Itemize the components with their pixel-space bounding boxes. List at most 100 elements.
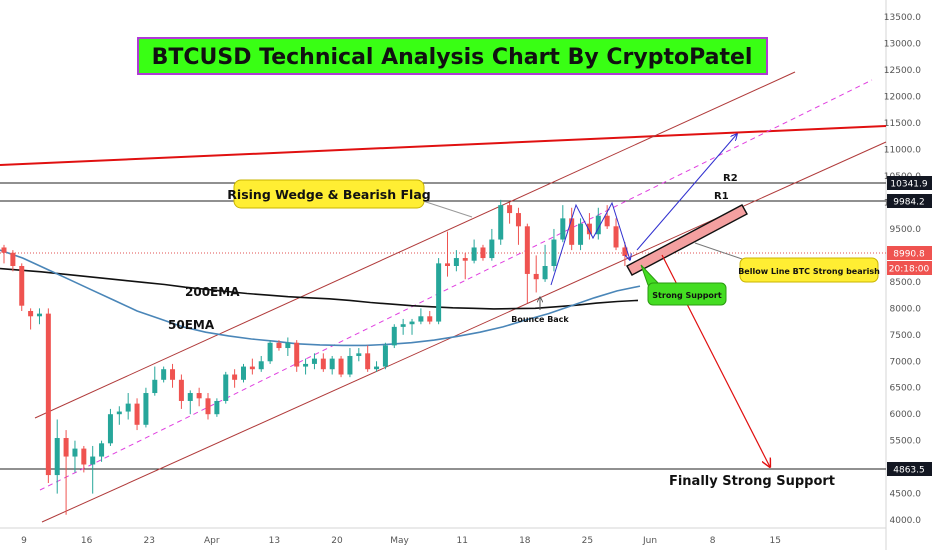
candle[interactable] (524, 223, 530, 304)
candle[interactable] (400, 318, 406, 335)
candle[interactable] (223, 371, 229, 404)
candle[interactable] (187, 390, 193, 415)
candle-body (409, 321, 415, 325)
candle[interactable] (45, 308, 51, 484)
candle[interactable] (507, 202, 513, 224)
candle[interactable] (586, 213, 592, 240)
candle[interactable] (19, 263, 25, 311)
candle[interactable] (320, 353, 326, 372)
candle[interactable] (498, 199, 504, 245)
candle[interactable] (125, 393, 131, 420)
candle[interactable] (152, 366, 158, 396)
candle[interactable] (143, 387, 149, 428)
candle[interactable] (81, 445, 87, 473)
candle[interactable] (462, 252, 468, 280)
candle-body (10, 252, 16, 266)
price-tick-label: 5500.0 (890, 437, 922, 447)
channel-mid-line[interactable] (39, 79, 873, 491)
candle[interactable] (338, 355, 344, 378)
r2-label: R2 (723, 173, 738, 184)
candle-body (205, 398, 211, 415)
time-tick-label: 23 (143, 536, 154, 546)
candle[interactable] (196, 387, 202, 407)
candle[interactable] (391, 324, 397, 349)
bearish-callout: Bellow Line BTC Strong bearish (694, 242, 880, 283)
horizontal-levels (0, 182, 886, 470)
candle-body (240, 366, 246, 380)
candle[interactable] (445, 231, 450, 277)
candle[interactable] (471, 239, 477, 264)
candle[interactable] (595, 207, 601, 240)
candle[interactable] (294, 340, 300, 372)
candle[interactable] (36, 308, 42, 325)
channel-upper-line[interactable] (34, 71, 796, 419)
candle[interactable] (258, 355, 264, 372)
candle[interactable] (427, 310, 433, 325)
candle[interactable] (515, 207, 521, 245)
candle[interactable] (28, 308, 34, 330)
candle[interactable] (249, 358, 255, 375)
candle[interactable] (116, 406, 122, 425)
price-tag-background (887, 246, 932, 260)
time-axis[interactable]: 9 16 23 Apr 13 20 May 11 18 25 Jun 8 15 (21, 536, 781, 546)
candle[interactable] (480, 244, 486, 261)
candle[interactable] (276, 340, 282, 351)
price-tag-label: 10341.9 (890, 180, 927, 190)
candle[interactable] (347, 348, 353, 378)
time-tick-label: 20 (331, 536, 343, 546)
long-resistance-line[interactable] (0, 125, 887, 166)
candle[interactable] (453, 250, 459, 272)
candle[interactable] (578, 218, 584, 251)
candle[interactable] (161, 366, 167, 383)
candle[interactable] (10, 250, 16, 272)
breakdown-line-highlight[interactable] (626, 204, 748, 276)
candle[interactable] (178, 374, 184, 409)
candle[interactable] (418, 308, 424, 325)
candle[interactable] (170, 363, 176, 388)
candle[interactable] (569, 207, 575, 251)
strong-support-label: Strong Support (652, 291, 722, 300)
candle[interactable] (311, 353, 317, 370)
candle[interactable] (560, 205, 566, 243)
candle[interactable] (205, 393, 211, 420)
candle[interactable] (285, 337, 291, 356)
candle[interactable] (409, 318, 415, 335)
candle[interactable] (382, 342, 388, 370)
candle-body (90, 456, 96, 465)
time-tick-label: 13 (269, 536, 280, 546)
candle[interactable] (604, 205, 610, 229)
candle[interactable] (99, 440, 105, 462)
bullish-target-arrow (636, 134, 737, 251)
candle[interactable] (365, 345, 371, 372)
candle-body (249, 366, 255, 370)
candle[interactable] (107, 408, 113, 446)
candle-body (196, 393, 202, 399)
candle-body (72, 448, 78, 457)
channel-lower-line[interactable] (41, 141, 887, 523)
candle[interactable] (489, 228, 495, 261)
candle[interactable] (134, 398, 140, 431)
candle[interactable] (551, 228, 557, 272)
candle[interactable] (232, 369, 238, 388)
candle[interactable] (267, 340, 273, 364)
candle[interactable] (90, 445, 96, 494)
candle[interactable] (72, 440, 78, 473)
candle[interactable] (1, 244, 7, 264)
candle[interactable] (436, 258, 442, 325)
candle[interactable] (374, 361, 380, 372)
candle[interactable] (533, 255, 539, 293)
price-tag-background (887, 194, 932, 208)
ema50-line[interactable] (0, 249, 641, 347)
candle[interactable] (214, 398, 220, 417)
candle[interactable] (613, 218, 619, 251)
ema200-line[interactable] (0, 267, 639, 310)
candle[interactable] (356, 348, 362, 362)
candle[interactable] (63, 430, 69, 515)
candle[interactable] (303, 358, 309, 375)
candle[interactable] (240, 363, 246, 383)
price-tag: 9984.2 (887, 194, 932, 208)
candle[interactable] (542, 244, 548, 282)
price-tag-label: 20:18:00 (889, 265, 930, 275)
candle[interactable] (54, 419, 60, 494)
candle[interactable] (329, 355, 335, 375)
